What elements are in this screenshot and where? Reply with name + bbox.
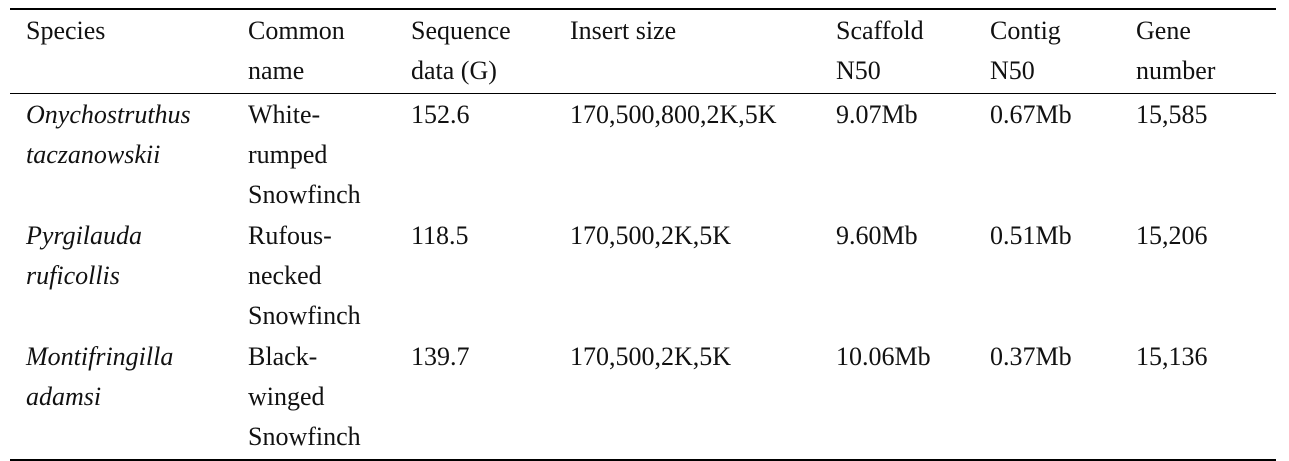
common-name-line-3: Snowfinch — [248, 422, 361, 451]
header-sequence-data-line-2: data (G) — [411, 56, 497, 85]
header-species: Species — [10, 9, 248, 94]
scaffold-n50-cell: 10.06Mb — [836, 342, 931, 371]
table-body: Onychostruthus taczanowskii White- rumpe… — [10, 94, 1276, 460]
insert-size-cell: 170,500,800,2K,5K — [570, 100, 777, 129]
header-common-name: Common name — [248, 9, 411, 94]
species-genus: Pyrgilauda — [26, 221, 143, 250]
species-epithet: ruficollis — [26, 261, 120, 290]
header-common-name-line-1: Common — [248, 16, 345, 45]
genome-assembly-table-container: Species Common name Sequence data (G) In… — [10, 8, 1276, 461]
sequence-data-cell: 118.5 — [411, 221, 469, 250]
header-gene-number-line-1: Gene — [1136, 16, 1191, 45]
sequence-data-cell: 139.7 — [411, 342, 470, 371]
species-cell: Pyrgilauda ruficollis — [10, 215, 248, 336]
species-epithet: adamsi — [26, 382, 102, 411]
header-species-line-1: Species — [26, 16, 106, 45]
header-scaffold-n50-line-2: N50 — [836, 56, 881, 85]
contig-n50-cell: 0.51Mb — [990, 221, 1072, 250]
common-name-cell: Rufous- necked Snowfinch — [248, 215, 411, 336]
header-scaffold-n50-line-1: Scaffold — [836, 16, 924, 45]
contig-n50-cell: 0.67Mb — [990, 100, 1072, 129]
header-sequence-data-line-1: Sequence — [411, 16, 511, 45]
header-gene-number-line-2: number — [1136, 56, 1216, 85]
insert-size-cell: 170,500,2K,5K — [570, 342, 732, 371]
header-common-name-line-2: name — [248, 56, 305, 85]
common-name-line-1: White- — [248, 100, 321, 129]
common-name-line-1: Black- — [248, 342, 318, 371]
gene-number-cell: 15,136 — [1136, 342, 1208, 371]
common-name-line-2: necked — [248, 261, 322, 290]
common-name-line-2: rumped — [248, 140, 328, 169]
common-name-line-3: Snowfinch — [248, 180, 361, 209]
common-name-cell: White- rumped Snowfinch — [248, 94, 411, 216]
table-row: Pyrgilauda ruficollis Rufous- necked Sno… — [10, 215, 1276, 336]
header-insert-size: Insert size — [570, 9, 836, 94]
header-sequence-data: Sequence data (G) — [411, 9, 570, 94]
header-scaffold-n50: Scaffold N50 — [836, 9, 990, 94]
sequence-data-cell: 152.6 — [411, 100, 470, 129]
scaffold-n50-cell: 9.60Mb — [836, 221, 918, 250]
table-row: Montifringilla adamsi Black- winged Snow… — [10, 336, 1276, 460]
header-gene-number: Gene number — [1136, 9, 1276, 94]
common-name-line-3: Snowfinch — [248, 301, 361, 330]
gene-number-cell: 15,585 — [1136, 100, 1208, 129]
table-header: Species Common name Sequence data (G) In… — [10, 9, 1276, 94]
species-genus: Onychostruthus — [26, 100, 191, 129]
common-name-line-1: Rufous- — [248, 221, 332, 250]
header-contig-n50-line-2: N50 — [990, 56, 1035, 85]
species-cell: Onychostruthus taczanowskii — [10, 94, 248, 216]
insert-size-cell: 170,500,2K,5K — [570, 221, 732, 250]
gene-number-cell: 15,206 — [1136, 221, 1208, 250]
scaffold-n50-cell: 9.07Mb — [836, 100, 918, 129]
species-epithet: taczanowskii — [26, 140, 161, 169]
common-name-cell: Black- winged Snowfinch — [248, 336, 411, 460]
table-row: Onychostruthus taczanowskii White- rumpe… — [10, 94, 1276, 216]
header-row: Species Common name Sequence data (G) In… — [10, 9, 1276, 94]
species-genus: Montifringilla — [26, 342, 174, 371]
genome-assembly-table: Species Common name Sequence data (G) In… — [10, 8, 1276, 461]
header-insert-size-line-1: Insert size — [570, 16, 677, 45]
common-name-line-2: winged — [248, 382, 325, 411]
contig-n50-cell: 0.37Mb — [990, 342, 1072, 371]
header-contig-n50: Contig N50 — [990, 9, 1136, 94]
species-cell: Montifringilla adamsi — [10, 336, 248, 460]
header-contig-n50-line-1: Contig — [990, 16, 1061, 45]
